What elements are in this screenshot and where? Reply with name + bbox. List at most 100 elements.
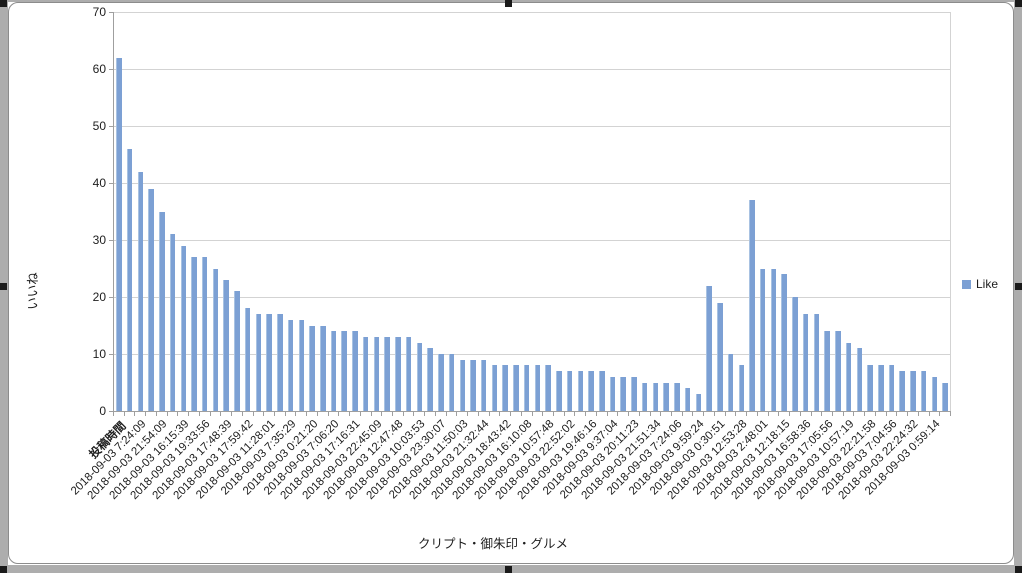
bar[interactable] <box>320 325 326 411</box>
bar[interactable] <box>738 365 744 411</box>
bar[interactable] <box>856 348 863 411</box>
bar[interactable] <box>459 359 465 411</box>
x-tick <box>424 412 426 416</box>
bar[interactable] <box>277 314 283 411</box>
bar[interactable] <box>695 393 702 411</box>
bar[interactable] <box>920 371 927 411</box>
bar[interactable] <box>588 371 594 411</box>
bar[interactable] <box>523 365 530 411</box>
bar[interactable] <box>888 365 895 411</box>
resize-handle-middle-right[interactable] <box>1015 283 1022 290</box>
bar[interactable] <box>759 268 766 411</box>
bar[interactable] <box>416 342 423 411</box>
x-tick <box>617 412 619 416</box>
bar[interactable] <box>684 388 691 411</box>
bar[interactable] <box>298 319 305 411</box>
resize-handle-top-left[interactable] <box>0 0 7 7</box>
resize-handle-bottom-right[interactable] <box>1015 566 1022 573</box>
bar[interactable] <box>116 57 122 411</box>
bar[interactable] <box>180 245 186 411</box>
bar[interactable] <box>159 211 165 411</box>
bar[interactable] <box>309 325 315 411</box>
bar[interactable] <box>717 302 723 411</box>
bar[interactable] <box>352 331 358 411</box>
bar[interactable] <box>201 257 208 411</box>
bar[interactable] <box>663 382 669 411</box>
bar[interactable] <box>395 336 401 411</box>
bar[interactable] <box>577 371 584 411</box>
bar[interactable] <box>910 371 916 411</box>
bar[interactable] <box>802 314 809 411</box>
bar[interactable] <box>609 376 616 411</box>
bar[interactable] <box>513 365 519 411</box>
bar[interactable] <box>137 171 144 411</box>
x-tick <box>488 412 490 416</box>
bar[interactable] <box>706 285 712 411</box>
bar[interactable] <box>878 365 884 411</box>
resize-handle-top-right[interactable] <box>1015 0 1022 7</box>
bar[interactable] <box>244 308 251 411</box>
legend[interactable]: Like <box>962 277 998 291</box>
bar[interactable] <box>749 200 755 411</box>
x-tick <box>874 412 876 416</box>
x-tick <box>177 412 179 416</box>
bar[interactable] <box>620 376 626 411</box>
bar[interactable] <box>266 314 272 411</box>
bar[interactable] <box>845 342 852 411</box>
bar[interactable] <box>384 336 390 411</box>
bar[interactable] <box>824 331 830 411</box>
resize-handle-top-middle[interactable] <box>505 0 512 7</box>
bar[interactable] <box>438 354 444 411</box>
bar[interactable] <box>287 319 294 411</box>
bar[interactable] <box>566 371 573 411</box>
bar[interactable] <box>770 268 777 411</box>
bar[interactable] <box>631 376 637 411</box>
bar[interactable] <box>212 268 219 411</box>
bar[interactable] <box>330 331 337 411</box>
bar[interactable] <box>470 359 476 411</box>
bar[interactable] <box>148 188 154 411</box>
bar[interactable] <box>674 382 680 411</box>
bar[interactable] <box>727 354 734 411</box>
x-tick <box>703 412 705 416</box>
bar[interactable] <box>480 359 487 411</box>
bar[interactable] <box>835 331 841 411</box>
bar[interactable] <box>362 336 369 411</box>
bar[interactable] <box>556 371 562 411</box>
bar[interactable] <box>341 331 347 411</box>
bar[interactable] <box>931 376 938 411</box>
bar[interactable] <box>899 371 905 411</box>
bar[interactable] <box>373 336 380 411</box>
bar[interactable] <box>234 291 240 411</box>
bar[interactable] <box>867 365 873 411</box>
bar[interactable] <box>813 314 820 411</box>
bar[interactable] <box>502 365 508 411</box>
gridline <box>113 69 950 70</box>
bar[interactable] <box>223 279 229 411</box>
bar[interactable] <box>405 336 412 411</box>
bar[interactable] <box>255 314 262 411</box>
y-tick <box>109 240 113 241</box>
y-tick <box>109 411 113 412</box>
x-tick <box>134 412 136 416</box>
bar[interactable] <box>942 382 948 411</box>
bar[interactable] <box>545 365 551 411</box>
bar[interactable] <box>652 382 659 411</box>
x-tick <box>263 412 265 416</box>
bar[interactable] <box>641 382 648 411</box>
bar[interactable] <box>191 257 197 411</box>
bar[interactable] <box>792 297 798 411</box>
resize-handle-middle-left[interactable] <box>0 283 7 290</box>
bar[interactable] <box>126 148 133 411</box>
bar[interactable] <box>781 274 787 411</box>
x-tick <box>896 412 898 416</box>
bar[interactable] <box>534 365 541 411</box>
bar[interactable] <box>448 354 455 411</box>
bar[interactable] <box>427 348 433 411</box>
resize-handle-bottom-middle[interactable] <box>505 566 512 573</box>
x-tick <box>671 412 672 416</box>
resize-handle-bottom-left[interactable] <box>0 566 7 573</box>
bar[interactable] <box>599 371 605 411</box>
bar[interactable] <box>491 365 498 411</box>
bar[interactable] <box>169 234 176 411</box>
